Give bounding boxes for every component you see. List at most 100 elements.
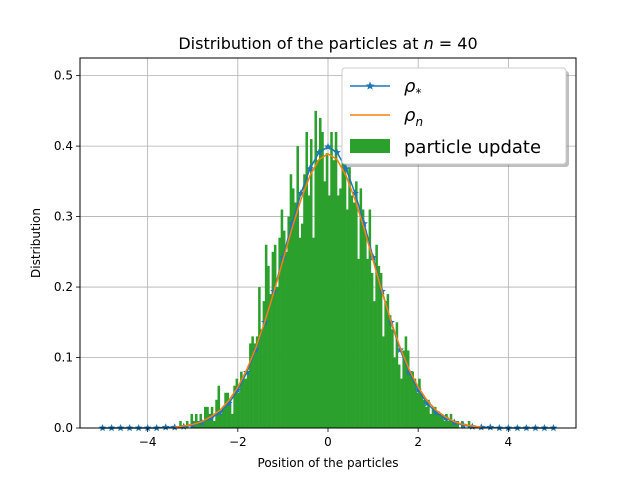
histogram-bar (361, 209, 365, 428)
histogram-bar (388, 315, 392, 428)
histogram-bar (328, 195, 331, 428)
histogram-bar (258, 287, 261, 428)
histogram-bar (402, 350, 405, 428)
histogram-bar (303, 174, 306, 428)
histogram-bar (194, 413, 198, 428)
rho-star-marker (360, 219, 368, 227)
histogram-bar (445, 413, 448, 428)
histogram-bar (422, 399, 426, 428)
rho-star-marker (306, 164, 314, 172)
histogram-bar (377, 265, 381, 428)
y-tick-label: 0.5 (54, 69, 73, 83)
y-tick-label: 0.2 (54, 280, 73, 294)
legend-rho-star-symbol: ρ (404, 76, 416, 97)
rho-star-marker (206, 414, 215, 422)
histogram-bar (429, 413, 433, 428)
chart-title: Distribution of the particles at n = 40 (178, 34, 477, 53)
histogram-bar (370, 272, 374, 428)
histogram-bar (357, 258, 360, 428)
histogram-bar (179, 420, 182, 428)
histogram-bar (204, 406, 207, 428)
histogram-bar (431, 406, 435, 428)
x-tick-label: 2 (414, 435, 422, 449)
histogram-bar (395, 322, 399, 428)
histogram-bar (406, 350, 410, 428)
histogram-bar (260, 329, 263, 428)
histogram-bar (309, 139, 313, 429)
y-axis-label: Distribution (29, 208, 43, 278)
histogram-bar (375, 244, 378, 428)
rho-star-marker (423, 399, 431, 407)
histogram-bar (305, 132, 309, 428)
rho-star-marker (369, 253, 377, 261)
histogram-bar (289, 174, 293, 428)
histogram-bar (384, 301, 387, 428)
histogram-bar (300, 223, 304, 428)
rho-star-marker (441, 414, 450, 422)
histogram-bar (244, 378, 248, 428)
histogram-bars (179, 110, 471, 429)
histogram-bar (456, 420, 460, 428)
histogram-bar (334, 132, 338, 428)
histogram-bar (386, 294, 390, 428)
histogram-bar (185, 420, 189, 428)
legend-star-marker (365, 81, 375, 90)
histogram-bar (219, 413, 223, 428)
histogram-bar (280, 209, 284, 428)
histogram-bar (321, 132, 324, 428)
histogram-bar (442, 420, 446, 428)
x-axis-label: Position of the particles (258, 456, 399, 470)
x-tick-label: −4 (139, 435, 157, 449)
histogram-bar (332, 160, 336, 428)
histogram-bar (433, 406, 437, 428)
histogram-bar (440, 413, 444, 428)
histogram-bar (282, 230, 286, 428)
rho-star-marker (225, 399, 233, 407)
histogram-bar (287, 216, 290, 428)
legend-patch-particle-update (350, 139, 390, 153)
histogram-bar (291, 188, 295, 428)
histogram-bar (438, 413, 442, 428)
histogram-bar (224, 392, 227, 428)
histogram-bar (404, 336, 408, 428)
histogram-bar (312, 237, 315, 428)
x-tick-label: −2 (229, 435, 247, 449)
histogram-bar (337, 195, 340, 428)
histogram-bar (325, 153, 329, 428)
histogram-bar (285, 251, 288, 428)
y-tick-label: 0.1 (54, 351, 73, 365)
rho-star-marker (324, 142, 332, 151)
histogram-bar (400, 378, 403, 428)
histogram-bar (208, 413, 212, 428)
legend-rho-star-sub: * (415, 86, 421, 100)
histogram-bar (382, 336, 385, 428)
histogram-bar (235, 378, 239, 428)
histogram-bar (418, 378, 421, 428)
rho-star-marker (342, 164, 350, 172)
title-prefix: Distribution of the particles at (178, 34, 423, 53)
histogram-bar (379, 272, 383, 428)
rho-star-marker (279, 253, 287, 261)
histogram-bar (264, 244, 268, 428)
histogram-bar (397, 364, 401, 428)
histogram-bar (298, 237, 302, 428)
histogram-bar (393, 357, 396, 428)
histogram-bar (231, 413, 234, 428)
histogram-bar (240, 371, 243, 428)
histogram-bar (323, 181, 327, 428)
histogram-bar (316, 160, 320, 428)
histogram-bar (314, 110, 318, 428)
y-tick-label: 0.0 (54, 421, 73, 435)
histogram-bar (237, 392, 241, 428)
histogram-bar (246, 371, 250, 428)
histogram-bar (424, 406, 428, 428)
y-tick-label: 0.4 (54, 139, 73, 153)
legend-label-rho-n: ρn (404, 105, 423, 129)
histogram-bar (364, 230, 367, 428)
rho-n-line (174, 152, 482, 429)
histogram-bar (197, 420, 200, 428)
histogram-bar (409, 371, 412, 428)
rho-star-marker (234, 385, 242, 394)
rho-star-marker (414, 385, 422, 394)
